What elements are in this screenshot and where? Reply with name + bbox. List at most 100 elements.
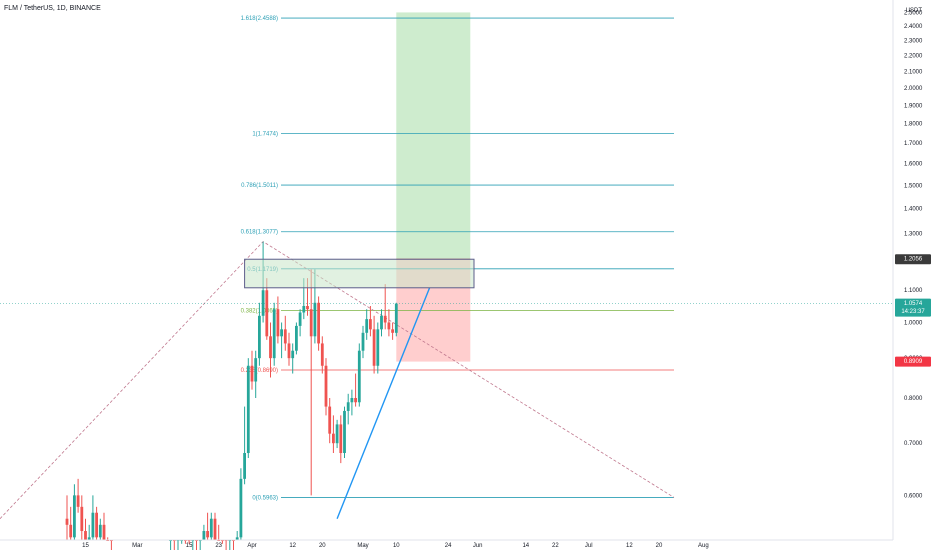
- candle-body: [324, 365, 328, 407]
- candle-body: [239, 478, 243, 538]
- candle-body: [84, 531, 87, 540]
- candle-body: [391, 329, 394, 333]
- candle-body: [287, 343, 291, 359]
- supply-box-layer: [244, 258, 475, 289]
- candle-body: [250, 365, 254, 382]
- candle-body: [283, 329, 287, 344]
- candle-body: [313, 302, 317, 337]
- price-tick: 1.8000: [904, 122, 923, 128]
- candle-body: [328, 406, 332, 434]
- time-tick: 22: [552, 543, 559, 549]
- candle-body: [80, 506, 84, 532]
- candle-body: [98, 524, 102, 538]
- price-tick: 1.7000: [904, 141, 923, 147]
- candle-body: [206, 531, 209, 538]
- price-axis[interactable]: 0.60000.70000.80000.90001.00001.10001.20…: [892, 0, 931, 540]
- price-tick: 0.7000: [904, 441, 923, 447]
- candle-body: [365, 319, 369, 333]
- price-tag-upper-text: 1.2056: [904, 257, 923, 263]
- time-tick: Aug: [698, 543, 709, 549]
- time-tick: Mar: [132, 543, 142, 549]
- price-tick: 2.4000: [904, 24, 923, 30]
- price-tag-upper: [895, 254, 931, 265]
- price-tag-lower-text: 0.8909: [904, 359, 923, 365]
- candle-body: [383, 315, 387, 323]
- time-tick: 12: [626, 543, 633, 549]
- position-zones: [396, 12, 471, 362]
- candle-body: [209, 518, 213, 538]
- candle-body: [291, 350, 295, 359]
- candle-body: [372, 329, 376, 366]
- candle-body: [309, 309, 313, 337]
- candle-body: [380, 315, 383, 330]
- candle-body: [298, 312, 302, 326]
- fib-label: 0(0.5963): [252, 495, 278, 501]
- candle-body: [335, 424, 339, 444]
- candle-body: [254, 358, 258, 382]
- time-tick: Jul: [585, 543, 593, 549]
- price-tick: 2.1000: [904, 69, 923, 75]
- candles: [65, 241, 398, 555]
- price-tick: 1.9000: [904, 103, 923, 109]
- candle-body: [235, 537, 239, 540]
- fib-label: 0.236(0.8690): [241, 368, 278, 374]
- candle-body: [102, 524, 106, 540]
- time-tick: 23: [215, 543, 222, 549]
- candle-body: [280, 329, 283, 337]
- candle-body: [295, 325, 298, 351]
- fib-retracement: 0(0.5963)0.236(0.8690)0.382(1.0365)0.5(1…: [241, 16, 674, 501]
- ascending-trendline: [336, 287, 431, 519]
- supply-box: [244, 258, 475, 289]
- candle-body: [243, 453, 246, 479]
- candle-body: [276, 309, 280, 337]
- candle-body: [261, 290, 265, 316]
- time-tick: 20: [656, 543, 663, 549]
- candle-body: [343, 410, 346, 454]
- time-tick: 10: [393, 543, 400, 549]
- currency-label: USDT: [906, 8, 923, 14]
- candle-body: [302, 305, 306, 313]
- candle-body: [91, 512, 95, 538]
- price-tag-current: [895, 298, 931, 317]
- candle-body: [69, 524, 73, 538]
- price-tick: 2.3000: [904, 39, 923, 45]
- candle-body: [376, 329, 380, 366]
- symbol-title: FLM / TetherUS, 1D, BINANCE: [4, 5, 101, 12]
- price-tick: 1.3000: [904, 232, 923, 238]
- candle-body: [306, 305, 309, 310]
- time-tick: 15: [82, 543, 89, 549]
- candle-body: [265, 290, 269, 337]
- candle-body: [76, 495, 80, 507]
- candle-body: [361, 332, 365, 351]
- candle-body: [73, 495, 76, 538]
- profit-zone: [396, 12, 471, 260]
- fib-label: 0.786(1.5011): [241, 183, 278, 189]
- candle-body: [65, 518, 69, 525]
- candle-body: [202, 531, 206, 540]
- price-tick: 0.6000: [904, 493, 923, 499]
- price-tick: 2.5000: [904, 10, 923, 16]
- time-axis[interactable]: 15 Mar 15 23 Apr 12 20 May 10 24 Jun 14 22 Jul 12 20 Aug: [0, 539, 893, 549]
- price-tag-lower: [895, 356, 931, 367]
- candle-body: [269, 336, 272, 359]
- time-tick: 20: [319, 543, 326, 549]
- candle-body: [272, 309, 276, 359]
- price-tag-current-text: 1.0574: [904, 301, 923, 307]
- candle-body: [317, 302, 320, 344]
- time-tick: May: [357, 543, 368, 549]
- candle-body: [320, 343, 324, 366]
- candle-body: [350, 398, 354, 403]
- price-tick: 1.6000: [904, 161, 923, 167]
- candle-body: [339, 424, 343, 454]
- candle-body: [87, 537, 91, 540]
- candle-body: [357, 350, 361, 403]
- price-tick: 0.8000: [904, 396, 923, 402]
- candle-body: [246, 365, 250, 454]
- candle-body: [95, 512, 98, 538]
- price-tick: 1.1000: [904, 288, 923, 294]
- price-tick: 1.0000: [904, 321, 923, 327]
- price-tick: 2.0000: [904, 86, 923, 92]
- candle-body: [394, 303, 398, 333]
